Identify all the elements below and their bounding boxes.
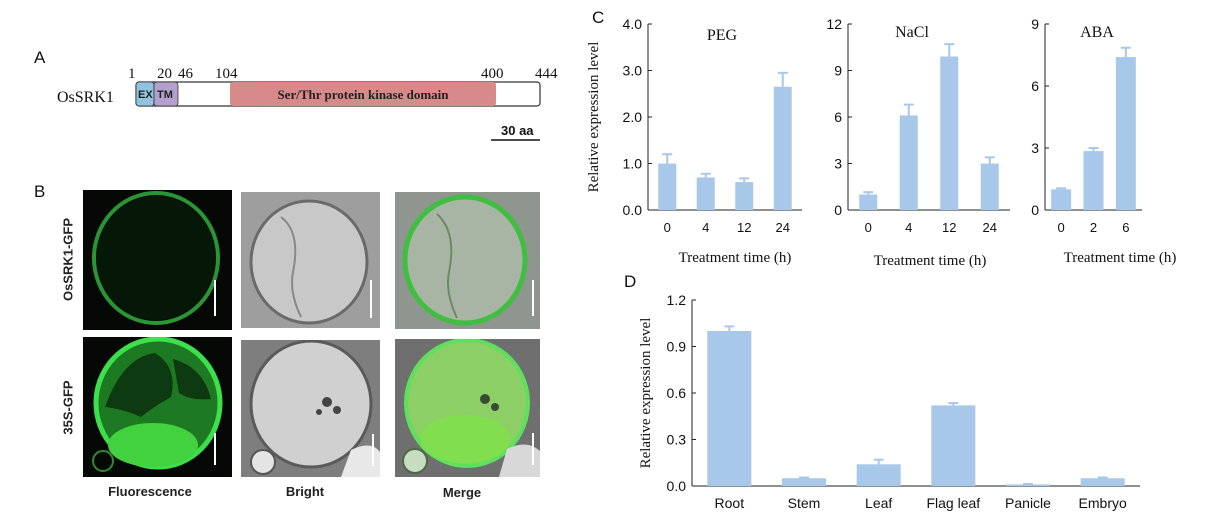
- micrograph-35s-bright: [241, 340, 380, 477]
- micrograph-ossrk1-bright: [241, 192, 380, 328]
- chart1-y-label: Relative expression level: [586, 42, 602, 193]
- chart1-x-tick-label: 24: [776, 220, 790, 235]
- chart3-x-tick-label: 2: [1090, 220, 1097, 235]
- micrograph-ossrk1-fluorescence: [83, 190, 232, 330]
- chart2-y-tick-label: 3: [834, 156, 842, 172]
- chart1-y-tick-label: 2.0: [623, 109, 643, 125]
- scale-bar-label: 30 aa: [501, 123, 534, 138]
- chart1-y-tick-label: 1.0: [623, 156, 643, 172]
- chart4-bar-stem: [782, 478, 826, 486]
- chart1-title: PEG: [707, 27, 738, 44]
- micrograph-35s-merge: [395, 339, 540, 477]
- chart2-bar-4: [899, 115, 918, 210]
- chart2-x-tick-label: 24: [983, 220, 997, 235]
- chart1-bar-0: [658, 163, 677, 210]
- tm-domain: [153, 81, 179, 107]
- chart4-x-tick-label: Flag leaf: [926, 495, 980, 511]
- tm-label: TM: [157, 89, 173, 101]
- chart1-x-tick-label: 4: [702, 220, 709, 235]
- chart4-bar-leaf: [856, 464, 901, 486]
- chart3-y-tick-label: 9: [1031, 16, 1039, 32]
- chart3-y-tick-label: 0: [1031, 202, 1039, 218]
- ex-label: EX: [138, 89, 153, 101]
- col-label-bright: Bright: [285, 484, 325, 499]
- chart4-y-tick-label: 0.9: [667, 339, 687, 355]
- chart1-bar-4: [696, 177, 715, 210]
- chart4-y-label: Relative expression level: [638, 318, 654, 469]
- protein-name: OsSRK1: [57, 89, 114, 106]
- domain-diagram: OsSRK1 EX TM Ser/Thr protein kinase doma…: [57, 66, 558, 141]
- chart2-x-tick-label: 0: [865, 220, 872, 235]
- chart4-y-tick-label: 0.3: [667, 432, 687, 448]
- chart3-title: ABA: [1080, 24, 1114, 41]
- chart4-x-tick-label: Root: [715, 495, 745, 511]
- chart2-title: NaCl: [895, 24, 929, 41]
- position-1: 1: [128, 66, 136, 82]
- micrograph-ossrk1-merge: [395, 192, 540, 329]
- chart1-y-tick-label: 0.0: [623, 202, 643, 218]
- chart2-bar-0: [859, 194, 878, 210]
- chart4-x-tick-label: Embryo: [1079, 495, 1127, 511]
- chart4-x-tick-label: Leaf: [865, 495, 892, 511]
- chart4-x-tick-label: Panicle: [1005, 495, 1051, 511]
- chart4-y-tick-label: 0.0: [667, 478, 687, 494]
- chart1-bar-12: [735, 182, 754, 210]
- chart3-x-tick-label: 0: [1058, 220, 1065, 235]
- chart3-bar-6: [1115, 57, 1136, 210]
- position-400: 400: [481, 66, 504, 82]
- chart3-bar-2: [1083, 151, 1104, 210]
- col-label-fluorescence: Fluorescence: [108, 484, 192, 499]
- chart4-bar-flag-leaf: [931, 405, 976, 486]
- chart3-x-label: Treatment time (h): [1064, 250, 1177, 266]
- chart1-x-tick-label: 12: [737, 220, 751, 235]
- position-46: 46: [178, 66, 194, 82]
- chart4-bar-root: [707, 331, 752, 486]
- chart4-y-tick-label: 0.6: [667, 385, 687, 401]
- chart1-x-label: Treatment time (h): [679, 250, 792, 266]
- col-label-merge: Merge: [442, 485, 482, 500]
- micrograph-35s-fluorescence: [83, 337, 232, 477]
- kinase-label: Ser/Thr protein kinase domain: [277, 87, 449, 102]
- chart4-bar-embryo: [1080, 478, 1125, 486]
- chart2-y-tick-label: 0: [834, 202, 842, 218]
- chart2-y-tick-label: 12: [826, 16, 842, 32]
- panel-letter-b: B: [34, 182, 46, 201]
- chart2-x-tick-label: 4: [905, 220, 912, 235]
- chart3-y-tick-label: 3: [1031, 140, 1039, 156]
- panel-letter-a: A: [34, 48, 46, 67]
- chart1-y-tick-label: 3.0: [623, 63, 643, 79]
- chart1-x-tick-label: 0: [664, 220, 671, 235]
- kinase-domain: [230, 82, 496, 106]
- panel-letter-c: C: [592, 8, 605, 27]
- chart2-y-tick-label: 9: [834, 63, 842, 79]
- chart4-y-tick-label: 1.2: [667, 292, 687, 308]
- position-20: 20: [157, 66, 172, 82]
- chart4-x-tick-label: Stem: [788, 495, 821, 511]
- chart2-bar-24: [980, 163, 999, 210]
- chart3-bar-0: [1051, 189, 1072, 210]
- chart1-bar-24: [773, 86, 792, 210]
- chart2-y-tick-label: 6: [834, 109, 842, 125]
- chart4-bar-panicle: [1006, 484, 1050, 486]
- position-444: 444: [535, 66, 558, 82]
- chart2-x-tick-label: 12: [942, 220, 956, 235]
- chart3-x-tick-label: 6: [1122, 220, 1129, 235]
- chart2-x-label: Treatment time (h): [874, 253, 987, 269]
- chart3-y-tick-label: 6: [1031, 78, 1039, 94]
- panel-letter-d: D: [624, 272, 637, 291]
- chart1-y-tick-label: 4.0: [623, 16, 643, 32]
- position-104: 104: [215, 66, 238, 82]
- chart2-bar-12: [940, 56, 959, 210]
